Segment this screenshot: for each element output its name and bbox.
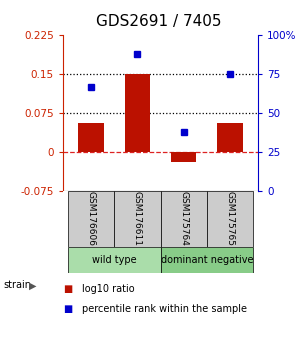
Bar xyxy=(171,152,196,162)
Text: GSM176611: GSM176611 xyxy=(133,192,142,246)
Bar xyxy=(218,124,243,152)
Text: strain: strain xyxy=(3,280,31,290)
Text: dominant negative: dominant negative xyxy=(161,255,253,265)
Text: ▶: ▶ xyxy=(28,281,36,291)
Bar xyxy=(124,74,150,152)
Text: percentile rank within the sample: percentile rank within the sample xyxy=(82,304,247,314)
Bar xyxy=(78,124,103,152)
Bar xyxy=(68,191,114,247)
Bar xyxy=(68,247,160,273)
Text: GSM175765: GSM175765 xyxy=(226,192,235,246)
Bar xyxy=(207,191,253,247)
Text: GSM176606: GSM176606 xyxy=(86,192,95,246)
Text: GDS2691 / 7405: GDS2691 / 7405 xyxy=(96,14,222,29)
Bar xyxy=(160,191,207,247)
Text: ■: ■ xyxy=(63,304,72,314)
Text: ■: ■ xyxy=(63,284,72,293)
Bar xyxy=(114,191,160,247)
Text: GSM175764: GSM175764 xyxy=(179,192,188,246)
Text: wild type: wild type xyxy=(92,255,136,265)
Text: log10 ratio: log10 ratio xyxy=(82,284,135,293)
Bar xyxy=(160,247,254,273)
